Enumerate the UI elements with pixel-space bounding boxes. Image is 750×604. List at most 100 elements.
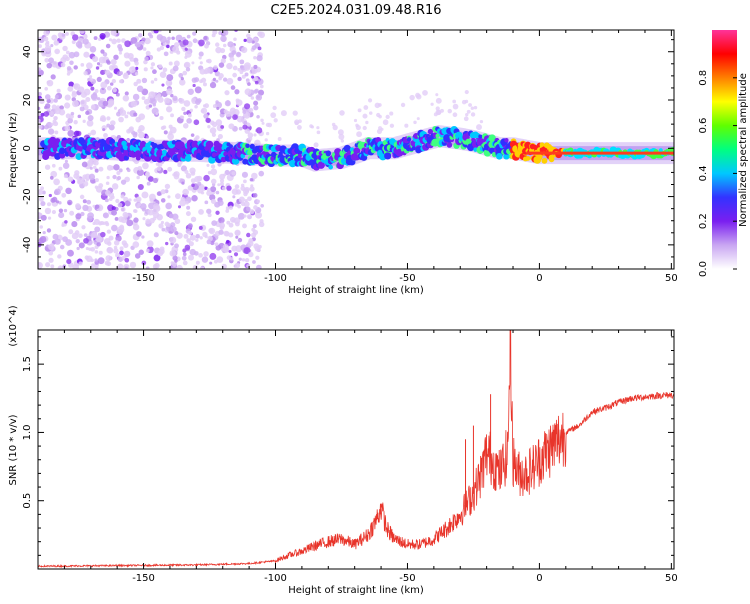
noise-blob bbox=[253, 205, 258, 210]
noise-blob bbox=[161, 227, 166, 232]
snr-axes: -150 -100 -50 0 50 0.5 1.0 1.5 bbox=[22, 330, 678, 584]
noise-blob bbox=[73, 65, 78, 70]
noise-blob bbox=[166, 44, 170, 49]
ridge-blob bbox=[171, 140, 177, 145]
ridge-blob bbox=[135, 155, 141, 161]
noise-blob bbox=[145, 218, 151, 225]
noise-blob bbox=[83, 237, 89, 244]
noise-blob bbox=[389, 111, 394, 116]
noise-blob bbox=[106, 175, 110, 180]
noise-blob bbox=[104, 69, 111, 76]
noise-blob bbox=[200, 107, 208, 114]
noise-blob bbox=[267, 122, 273, 128]
noise-blob bbox=[186, 238, 191, 243]
noise-blob bbox=[106, 229, 112, 234]
noise-blob bbox=[190, 133, 195, 137]
noise-blob bbox=[113, 106, 118, 110]
noise-blob bbox=[280, 110, 287, 117]
noise-blob bbox=[138, 33, 143, 38]
ridge-blob bbox=[325, 150, 332, 156]
noise-blob bbox=[203, 113, 209, 119]
noise-blob bbox=[150, 62, 156, 67]
noise-blob bbox=[187, 88, 194, 95]
noise-blob bbox=[79, 194, 85, 200]
noise-blob bbox=[92, 161, 97, 165]
noise-blob bbox=[86, 215, 93, 223]
noise-blob bbox=[253, 76, 259, 82]
y-tick-label: 1.0 bbox=[22, 424, 33, 440]
noise-blob bbox=[82, 204, 89, 211]
snr-panel: -150 -100 -50 0 50 0.5 1.0 1.5 Height of straig… bbox=[8, 305, 678, 596]
noise-blob bbox=[64, 125, 71, 132]
noise-blob bbox=[145, 171, 150, 176]
noise-blob bbox=[218, 229, 224, 235]
noise-blob bbox=[113, 248, 119, 254]
noise-blob bbox=[38, 125, 43, 130]
noise-blob bbox=[223, 109, 228, 114]
noise-blob bbox=[234, 230, 241, 236]
noise-blob bbox=[232, 114, 238, 120]
noise-blob bbox=[145, 135, 150, 139]
noise-blob bbox=[261, 121, 265, 125]
noise-blob bbox=[476, 124, 482, 131]
noise-blob bbox=[185, 200, 189, 205]
snr-multiplier: (x10^4) bbox=[8, 305, 19, 346]
noise-blob bbox=[222, 77, 228, 82]
noise-blob bbox=[247, 82, 251, 86]
noise-blob bbox=[94, 168, 99, 173]
noise-blob bbox=[50, 264, 55, 269]
noise-blob bbox=[247, 123, 251, 127]
noise-blob bbox=[238, 126, 243, 131]
noise-blob bbox=[170, 93, 174, 98]
noise-blob bbox=[178, 73, 184, 78]
noise-blob bbox=[206, 239, 212, 245]
noise-blob bbox=[355, 124, 361, 131]
noise-blob bbox=[247, 196, 252, 202]
noise-blob bbox=[174, 243, 179, 249]
noise-blob bbox=[228, 205, 234, 210]
noise-blob bbox=[250, 96, 255, 100]
noise-blob bbox=[111, 224, 118, 232]
noise-blob bbox=[255, 94, 263, 101]
noise-blob bbox=[51, 61, 59, 68]
noise-blob bbox=[186, 205, 191, 210]
noise-blob bbox=[181, 255, 187, 261]
noise-blob bbox=[247, 139, 251, 143]
noise-blob bbox=[154, 94, 161, 101]
noise-blob bbox=[124, 40, 131, 48]
noise-blob bbox=[234, 89, 240, 95]
noise-blob bbox=[206, 208, 212, 214]
noise-blob bbox=[331, 122, 336, 127]
noise-blob bbox=[153, 30, 159, 34]
noise-blob bbox=[119, 79, 123, 84]
noise-blob bbox=[78, 261, 83, 266]
noise-blob bbox=[362, 125, 367, 131]
noise-blob bbox=[177, 205, 182, 209]
noise-blob bbox=[119, 71, 124, 76]
noise-blob bbox=[277, 136, 282, 141]
noise-blob bbox=[96, 76, 102, 83]
noise-blob bbox=[198, 56, 202, 60]
noise-blob bbox=[111, 206, 116, 211]
noise-blob bbox=[235, 245, 243, 253]
ridge-blob bbox=[297, 153, 302, 158]
noise-blob bbox=[185, 172, 192, 179]
noise-blob bbox=[182, 188, 189, 196]
noise-blob bbox=[78, 233, 83, 238]
noise-blob bbox=[164, 183, 171, 190]
noise-blob bbox=[163, 130, 168, 135]
y-tick-label: 20 bbox=[22, 94, 33, 107]
noise-blob bbox=[194, 251, 199, 256]
x-tick-label: 0 bbox=[536, 573, 542, 584]
noise-blob bbox=[241, 258, 246, 262]
y-tick-label: -20 bbox=[22, 188, 33, 204]
noise-blob bbox=[174, 218, 181, 225]
noise-blob bbox=[415, 92, 421, 98]
noise-blob bbox=[227, 41, 234, 48]
noise-blob bbox=[65, 56, 70, 62]
noise-blob bbox=[141, 260, 147, 266]
x-tick-label: -50 bbox=[399, 573, 415, 584]
noise-blob bbox=[158, 223, 164, 229]
noise-blob bbox=[124, 114, 129, 119]
noise-blob bbox=[212, 104, 217, 109]
